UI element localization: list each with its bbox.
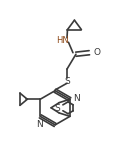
Text: O: O: [93, 48, 100, 57]
Text: HN: HN: [56, 36, 69, 45]
Text: N: N: [36, 120, 43, 129]
Text: N: N: [73, 93, 80, 103]
Text: S: S: [55, 104, 61, 113]
Text: S: S: [64, 76, 70, 86]
